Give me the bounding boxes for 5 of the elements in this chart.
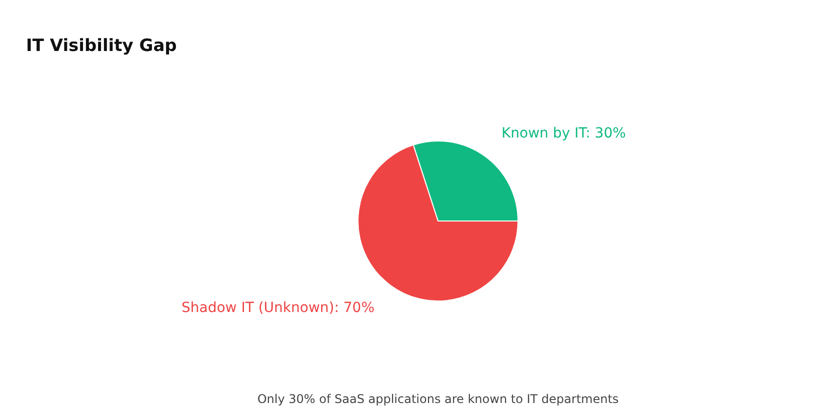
pie-slice <box>358 144 518 302</box>
text: Only 30% of SaaS applications are known to IT departments <box>257 392 619 406</box>
slice-label: Known by IT: 30% <box>501 125 626 142</box>
chart-title: IT Visibility Gap <box>26 36 177 56</box>
slice-label: Shadow IT (Unknown): 70% <box>181 300 375 316</box>
